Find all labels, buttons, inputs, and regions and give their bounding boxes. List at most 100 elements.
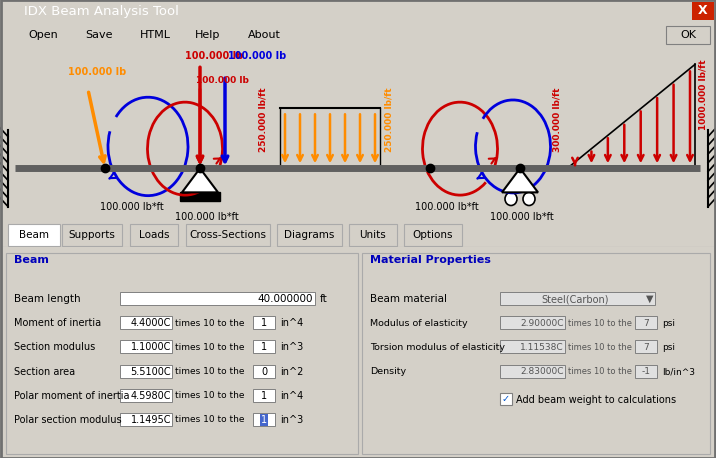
Text: 4.5980C: 4.5980C (130, 391, 171, 401)
Text: Beam material: Beam material (370, 294, 447, 304)
Text: 0: 0 (261, 366, 267, 376)
Text: 100.000 lb*ft: 100.000 lb*ft (415, 202, 479, 212)
FancyBboxPatch shape (120, 389, 172, 402)
Text: 100.000 lb*ft: 100.000 lb*ft (175, 212, 238, 222)
Text: X: X (698, 5, 708, 17)
Text: 100.000 lb: 100.000 lb (228, 51, 286, 61)
Text: times 10 to the: times 10 to the (568, 319, 632, 328)
FancyBboxPatch shape (120, 316, 172, 329)
Text: times 10 to the: times 10 to the (175, 367, 244, 376)
Text: Polar section modulus: Polar section modulus (14, 415, 122, 425)
FancyBboxPatch shape (253, 365, 275, 377)
FancyBboxPatch shape (349, 224, 397, 246)
FancyBboxPatch shape (6, 253, 358, 454)
FancyBboxPatch shape (130, 224, 178, 246)
Text: 1.1000C: 1.1000C (130, 343, 171, 352)
Text: ✓: ✓ (502, 394, 510, 404)
FancyBboxPatch shape (635, 316, 657, 329)
Circle shape (523, 192, 535, 206)
Text: Moment of inertia: Moment of inertia (14, 318, 101, 328)
Text: psi: psi (662, 319, 675, 328)
Text: Material Properties: Material Properties (370, 255, 491, 265)
Bar (180, 192, 220, 201)
Polygon shape (502, 168, 538, 192)
Text: Options: Options (412, 230, 453, 240)
FancyBboxPatch shape (500, 316, 565, 329)
Text: Cross-Sections: Cross-Sections (190, 230, 266, 240)
Text: Section modulus: Section modulus (14, 343, 95, 352)
Text: 5.5100C: 5.5100C (130, 366, 171, 376)
Text: Modulus of elasticity: Modulus of elasticity (370, 319, 468, 328)
FancyBboxPatch shape (253, 413, 275, 426)
FancyBboxPatch shape (692, 2, 714, 20)
Text: 100.000 lb: 100.000 lb (196, 76, 249, 85)
Text: Open: Open (28, 30, 58, 40)
FancyBboxPatch shape (253, 316, 275, 329)
Text: 100.000 lb*ft: 100.000 lb*ft (490, 212, 553, 222)
FancyBboxPatch shape (120, 292, 315, 305)
Circle shape (505, 192, 517, 206)
Text: 1: 1 (261, 415, 267, 425)
Text: About: About (248, 30, 281, 40)
FancyBboxPatch shape (666, 26, 710, 44)
FancyBboxPatch shape (120, 340, 172, 354)
Text: IDX Beam Analysis Tool: IDX Beam Analysis Tool (24, 5, 179, 17)
Text: Add beam weight to calculations: Add beam weight to calculations (516, 396, 676, 405)
Text: Torsion modulus of elasticity: Torsion modulus of elasticity (370, 343, 505, 352)
FancyBboxPatch shape (62, 224, 122, 246)
Text: 4.4000C: 4.4000C (130, 318, 171, 328)
Text: HTML: HTML (140, 30, 171, 40)
Text: 250.000 lb/ft: 250.000 lb/ft (258, 87, 267, 152)
Text: Help: Help (195, 30, 221, 40)
Text: Diagrams: Diagrams (284, 230, 334, 240)
Polygon shape (182, 168, 218, 192)
Text: in^4: in^4 (280, 391, 304, 401)
Text: Polar moment of inertia: Polar moment of inertia (14, 391, 130, 401)
FancyBboxPatch shape (500, 292, 655, 305)
Text: Beam: Beam (19, 230, 49, 240)
Text: Steel(Carbon): Steel(Carbon) (541, 294, 609, 304)
Text: lb/in^3: lb/in^3 (662, 367, 695, 376)
FancyBboxPatch shape (8, 224, 60, 246)
Text: 100.000 lb: 100.000 lb (185, 51, 243, 61)
Text: times 10 to the: times 10 to the (568, 367, 632, 376)
Text: times 10 to the: times 10 to the (175, 343, 244, 352)
Text: 2.83000C: 2.83000C (521, 367, 564, 376)
Text: 7: 7 (643, 319, 649, 328)
FancyBboxPatch shape (277, 224, 342, 246)
Text: -1: -1 (642, 367, 651, 376)
Text: psi: psi (662, 343, 675, 352)
Text: in^4: in^4 (280, 318, 304, 328)
Text: 1: 1 (261, 343, 267, 352)
Text: 100.000 lb*ft: 100.000 lb*ft (100, 202, 164, 212)
Text: 1.1495C: 1.1495C (130, 415, 171, 425)
Text: times 10 to the: times 10 to the (175, 319, 244, 328)
Text: in^2: in^2 (280, 366, 304, 376)
FancyBboxPatch shape (120, 413, 172, 426)
Text: Beam length: Beam length (14, 294, 81, 304)
Text: Save: Save (85, 30, 112, 40)
Text: 40.000000: 40.000000 (258, 294, 313, 304)
FancyBboxPatch shape (253, 389, 275, 402)
FancyBboxPatch shape (120, 365, 172, 377)
FancyBboxPatch shape (500, 393, 512, 405)
Text: ▼: ▼ (647, 294, 654, 304)
Text: 250.000 lb/ft: 250.000 lb/ft (385, 87, 394, 152)
Text: 100.000 lb: 100.000 lb (68, 67, 126, 77)
Text: times 10 to the: times 10 to the (175, 415, 244, 424)
Text: 1000.000 lb/ft: 1000.000 lb/ft (698, 60, 707, 130)
Text: Density: Density (370, 367, 406, 376)
Text: Supports: Supports (69, 230, 115, 240)
Text: 7: 7 (643, 343, 649, 352)
Text: 1: 1 (261, 391, 267, 401)
Text: times 10 to the: times 10 to the (175, 391, 244, 400)
FancyBboxPatch shape (404, 224, 462, 246)
Text: 300.000 lb/ft: 300.000 lb/ft (552, 87, 561, 152)
FancyBboxPatch shape (500, 365, 565, 377)
Text: Beam: Beam (14, 255, 49, 265)
FancyBboxPatch shape (635, 340, 657, 354)
Text: Loads: Loads (139, 230, 169, 240)
Text: 1: 1 (261, 318, 267, 328)
Text: 2.90000C: 2.90000C (521, 319, 564, 328)
Text: Units: Units (359, 230, 387, 240)
